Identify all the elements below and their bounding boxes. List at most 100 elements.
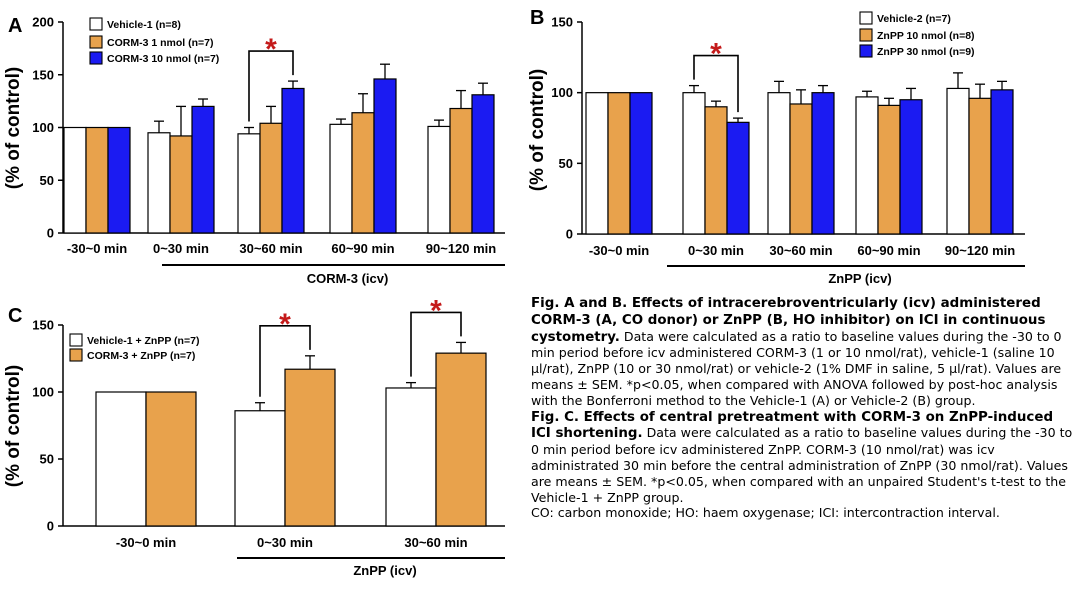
bar (855, 96, 879, 235)
x-tick-label: 0~30 min (688, 243, 744, 258)
bar (946, 87, 970, 235)
caption-ab: Fig. A and B. Effects of intracerebroven… (531, 295, 1076, 409)
y-tick-label: 0 (47, 519, 54, 534)
bar (63, 126, 87, 234)
caption-ab-body: Data were calculated as a ratio to basel… (531, 328, 1062, 408)
bar (284, 368, 336, 527)
caption-c-title: Fig. C. Effects of central pretreatment … (531, 409, 1054, 442)
group-label: ZnPP (icv) (353, 563, 416, 578)
caption-ab-title: Fig. A and B. Effects of intracerebroven… (531, 296, 1046, 345)
y-tick-label: 0 (566, 227, 573, 242)
significance-star: * (430, 294, 442, 327)
significance-star: * (265, 33, 277, 66)
bar (704, 106, 728, 235)
bar (607, 92, 631, 235)
bar (329, 123, 353, 234)
y-axis-label: (% of control) (527, 69, 548, 191)
legend-label: Vehicle-2 (n=7) (877, 13, 951, 25)
y-tick-label: 150 (32, 67, 54, 82)
figure-caption: Fig. A and B. Effects of intracerebroven… (531, 295, 1076, 521)
legend-swatch (89, 51, 103, 65)
significance-bracket (248, 50, 294, 122)
bar (435, 352, 487, 527)
bar (281, 87, 305, 234)
x-tick-label: 30~60 min (769, 243, 832, 258)
bar (234, 410, 286, 527)
legend-label: ZnPP 30 nmol (n=9) (877, 46, 975, 58)
bar (145, 391, 197, 527)
chart-panel-c: C 0 50 100 150 (% of control) -30~0 min 0~30 mi… (3, 294, 505, 578)
bar (471, 94, 495, 234)
bar (237, 133, 261, 234)
bar (585, 92, 609, 235)
chart-panel-a: A 0 50 100 150 200 (% of control) -30~0 min 0~30… (3, 15, 505, 286)
significance-star: * (710, 38, 722, 71)
legend-label: CORM-3 10 nmol (n=7) (107, 53, 219, 65)
bar (767, 92, 791, 235)
bar (789, 103, 813, 235)
legend-swatch (69, 348, 83, 362)
x-tick-label: -30~0 min (116, 535, 176, 550)
legend-label: ZnPP 10 nmol (n=8) (877, 30, 975, 42)
legend-swatch (859, 11, 873, 25)
bar (95, 391, 147, 527)
bar (811, 92, 835, 235)
y-tick-label: 200 (32, 15, 54, 30)
x-tick-label: 60~90 min (857, 243, 920, 258)
y-axis-label: (% of control) (3, 67, 24, 189)
legend-label: Vehicle-1 (n=8) (107, 19, 181, 31)
bar (682, 92, 706, 235)
x-tick-label: 90~120 min (426, 241, 497, 256)
bar (385, 387, 437, 527)
legend-swatch (859, 28, 873, 42)
y-tick-label: 100 (32, 385, 54, 400)
bar (629, 92, 653, 235)
caption-c-body: Data were calculated as a ratio to basel… (531, 425, 1073, 505)
y-axis-label: (% of control) (3, 365, 24, 487)
bar (726, 121, 750, 235)
bar (259, 122, 283, 234)
y-tick-label: 100 (551, 85, 573, 100)
y-tick-label: 0 (47, 226, 54, 241)
chart-panel-b: B 0 50 100 150 (% of control) -30~0 min 0~30 mi… (527, 7, 1025, 286)
bar (990, 89, 1014, 235)
y-tick-label: 50 (559, 156, 573, 171)
bar (191, 105, 215, 234)
bar (427, 125, 451, 234)
legend-swatch (69, 333, 83, 347)
panel-letter: B (530, 7, 544, 29)
x-tick-label: 90~120 min (945, 243, 1016, 258)
x-tick-label: 0~30 min (153, 241, 209, 256)
bar (899, 99, 923, 235)
panel-letter: A (8, 15, 22, 37)
bar (147, 132, 171, 234)
bar (107, 126, 131, 234)
legend-swatch (859, 44, 873, 58)
caption-abbreviations: CO: carbon monoxide; HO: haem oxygenase;… (531, 505, 1000, 521)
caption-c: Fig. C. Effects of central pretreatment … (531, 409, 1076, 506)
legend-label: CORM-3 + ZnPP (n=7) (87, 350, 195, 362)
significance-bracket (259, 325, 311, 397)
x-tick-label: 0~30 min (257, 535, 313, 550)
y-tick-label: 100 (32, 120, 54, 135)
y-tick-label: 150 (32, 318, 54, 333)
legend-label: CORM-3 1 nmol (n=7) (107, 37, 213, 49)
bar (877, 104, 901, 235)
significance-star: * (279, 308, 291, 341)
significance-bracket (693, 54, 739, 113)
bar (351, 112, 375, 234)
group-label: CORM-3 (icv) (307, 271, 389, 286)
x-tick-label: -30~0 min (67, 241, 127, 256)
bar (85, 126, 109, 234)
x-tick-label: -30~0 min (589, 243, 649, 258)
y-tick-label: 50 (40, 173, 54, 188)
panel-letter: C (8, 305, 22, 327)
bar (968, 97, 992, 235)
y-tick-label: 50 (40, 452, 54, 467)
y-tick-label: 150 (551, 15, 573, 30)
bar (373, 78, 397, 234)
x-tick-label: 60~90 min (331, 241, 394, 256)
legend-label: Vehicle-1 + ZnPP (n=7) (87, 335, 199, 347)
significance-bracket (410, 311, 462, 377)
